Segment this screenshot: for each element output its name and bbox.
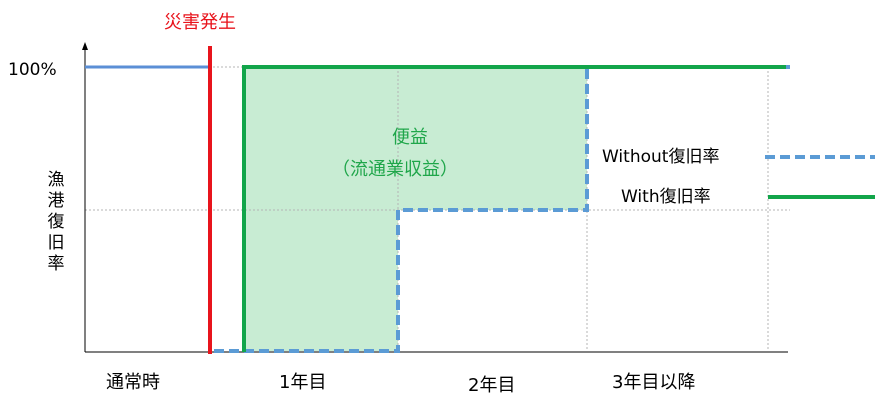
- y-axis-arrow: [82, 42, 88, 50]
- legend-without-label: Without復旧率: [602, 147, 720, 167]
- y-axis-top-tick: 100%: [8, 60, 57, 80]
- y-axis-label: 漁 港 復 旧 率: [46, 170, 66, 275]
- x-category-year2: 2年目: [468, 375, 516, 396]
- x-category-normal: 通常時: [106, 372, 160, 393]
- y-axis-char-4: 旧: [47, 233, 65, 253]
- x-category-year1: 1年目: [279, 372, 327, 393]
- y-axis-char-1: 漁: [47, 170, 65, 190]
- y-axis-char-2: 港: [47, 191, 65, 211]
- benefit-label-line1: 便益: [392, 127, 428, 148]
- with-recovery-line: [242, 65, 786, 352]
- benefit-label-line2: （流通業収益）: [332, 159, 458, 180]
- benefit-area: [245, 67, 587, 351]
- disaster-label: 災害発生: [164, 12, 236, 33]
- y-axis-char-5: 率: [47, 254, 65, 274]
- y-axis-char-3: 復: [47, 212, 65, 232]
- axes: [84, 48, 788, 353]
- legend-with-label: With復旧率: [621, 187, 711, 207]
- x-category-year3-plus: 3年目以降: [612, 372, 696, 393]
